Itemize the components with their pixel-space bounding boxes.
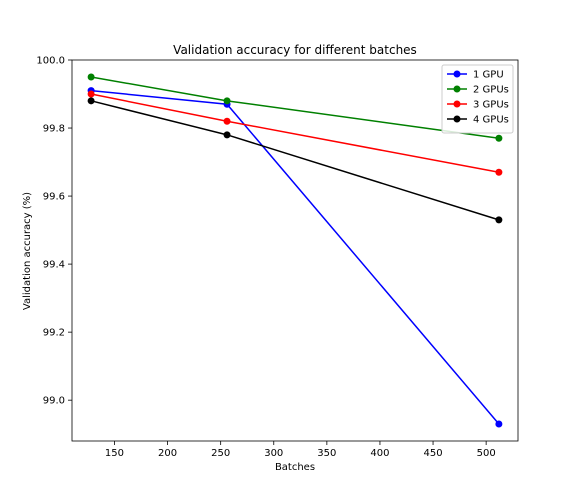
- y-axis-label: Validation accuracy (%): [22, 192, 33, 310]
- x-tick-label: 300: [264, 448, 283, 459]
- y-tick-label: 99.2: [43, 328, 65, 339]
- legend-marker: [453, 70, 461, 78]
- legend-marker: [453, 100, 461, 108]
- y-tick-label: 100.0: [36, 56, 65, 67]
- x-tick-label: 250: [211, 448, 230, 459]
- plot-series-group: [87, 73, 503, 428]
- y-tick-label: 99.8: [43, 124, 65, 135]
- y-tick-label: 99.4: [43, 260, 65, 271]
- legend-label: 3 GPUs: [473, 100, 509, 111]
- legend-marker: [453, 115, 461, 123]
- data-point: [87, 73, 95, 81]
- data-point: [223, 97, 231, 105]
- data-point: [495, 216, 503, 224]
- data-point: [87, 90, 95, 98]
- data-point: [87, 97, 95, 105]
- series-line: [91, 89, 500, 425]
- x-axis-label: Batches: [275, 462, 315, 473]
- x-tick-label: 450: [424, 448, 443, 459]
- x-tick-label: 500: [477, 448, 496, 459]
- series-line: [90, 93, 500, 173]
- legend-marker: [453, 85, 461, 93]
- legend-label: 2 GPUs: [473, 85, 509, 96]
- legend-label: 1 GPU: [473, 70, 504, 81]
- data-point: [223, 117, 231, 125]
- x-tick-label: 150: [105, 448, 124, 459]
- data-point: [495, 134, 503, 142]
- y-tick-label: 99.0: [43, 396, 65, 407]
- data-point: [223, 131, 231, 139]
- x-tick-label: 200: [158, 448, 177, 459]
- data-point: [495, 420, 503, 428]
- x-tick-label: 400: [370, 448, 389, 459]
- plot-area-frame: [71, 59, 519, 442]
- legend-label: 4 GPUs: [473, 115, 509, 126]
- data-point: [495, 168, 503, 176]
- y-axis: 99.0 99.2 99.4 99.6 99.8 100.0: [36, 56, 72, 407]
- legend: 1 GPU 2 GPUs 3 GPUs 4 GPUs: [441, 64, 514, 134]
- x-tick-label: 350: [317, 448, 336, 459]
- series-line: [90, 76, 499, 139]
- chart-title: Validation accuracy for different batche…: [173, 43, 417, 57]
- y-tick-label: 99.6: [43, 192, 65, 203]
- legend-box: [441, 64, 514, 134]
- x-axis: 150 200 250 300 350 400 450 500: [105, 441, 496, 459]
